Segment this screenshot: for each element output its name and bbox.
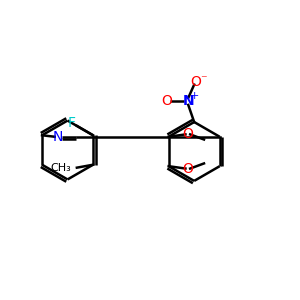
Text: ⁻: ⁻	[200, 73, 207, 86]
Text: +: +	[190, 91, 200, 101]
Text: O: O	[182, 161, 193, 176]
Text: O: O	[190, 75, 201, 89]
Text: N: N	[53, 130, 63, 144]
Text: F: F	[68, 116, 76, 130]
Text: O: O	[161, 94, 172, 108]
Text: CH₃: CH₃	[50, 163, 71, 173]
Text: O: O	[182, 128, 193, 141]
Text: N: N	[182, 94, 194, 108]
